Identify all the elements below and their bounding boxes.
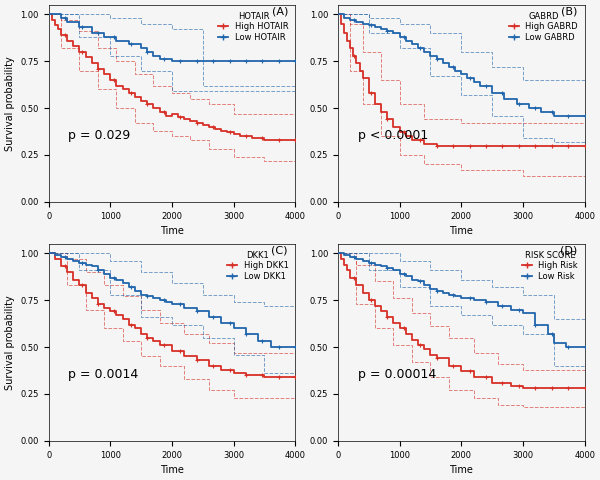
Text: p < 0.0001: p < 0.0001 <box>358 129 428 142</box>
Y-axis label: Survival probability: Survival probability <box>5 295 15 390</box>
X-axis label: Time: Time <box>449 465 473 475</box>
X-axis label: Time: Time <box>160 226 184 236</box>
Text: (B): (B) <box>561 7 577 17</box>
Text: (A): (A) <box>272 7 288 17</box>
Text: p = 0.0014: p = 0.0014 <box>68 368 139 381</box>
Text: (D): (D) <box>560 246 577 256</box>
Text: p = 0.029: p = 0.029 <box>68 129 131 142</box>
Legend: High GABRD, Low GABRD: High GABRD, Low GABRD <box>506 9 580 44</box>
Text: (C): (C) <box>271 246 288 256</box>
Legend: High Risk, Low Risk: High Risk, Low Risk <box>519 248 580 283</box>
Y-axis label: Survival probability: Survival probability <box>5 56 15 151</box>
Legend: High DKK1, Low DKK1: High DKK1, Low DKK1 <box>224 248 291 283</box>
Text: p = 0.00014: p = 0.00014 <box>358 368 436 381</box>
Legend: High HOTAIR, Low HOTAIR: High HOTAIR, Low HOTAIR <box>216 9 291 44</box>
X-axis label: Time: Time <box>160 465 184 475</box>
X-axis label: Time: Time <box>449 226 473 236</box>
